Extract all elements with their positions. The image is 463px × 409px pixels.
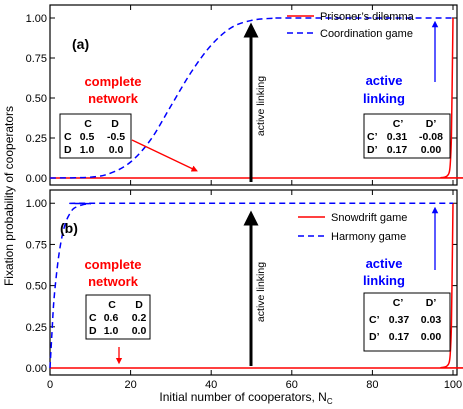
panel-b-payoff-complete: C D C 0.6 0.2 D 1.0 0.0 <box>85 294 151 340</box>
panel-a-y-ticks: 0.00 0.25 0.50 0.75 1.00 <box>26 13 457 185</box>
x-axis-title-main: Initial number of cooperators, N <box>159 390 326 404</box>
panel-b-payoff-active: C’ D’ C’ 0.37 0.03 D’ 0.17 0.00 <box>363 292 451 352</box>
payoff-col-header: C <box>108 299 116 311</box>
panel-a-complete-label-line2: network <box>88 91 139 106</box>
payoff-col-header: D <box>111 118 119 130</box>
payoff-row-header: D’ <box>369 331 380 343</box>
panel-b-complete-label-line2: network <box>88 274 139 289</box>
panel-b: 0.00 0.25 0.50 0.75 1.00 0 20 40 60 80 100 (b) co… <box>26 189 463 391</box>
series-line <box>50 203 463 369</box>
panel-b-series <box>49 202 463 369</box>
y-tick-label: 0.75 <box>26 239 47 251</box>
x-tick-label: 80 <box>366 379 378 391</box>
y-tick-label: 0.50 <box>26 93 47 105</box>
y-tick-label: 0.25 <box>26 322 47 334</box>
payoff-cell: 0.00 <box>421 144 442 156</box>
payoff-cell: 0.0 <box>132 325 147 337</box>
panel-a-payoff-active: C’ D’ C’ 0.31 -0.08 D’ 0.17 0.00 <box>363 113 451 159</box>
panel-a-complete-label-line1: complete <box>84 74 141 89</box>
y-axis-title: Fixation probability of cooperators <box>2 106 16 286</box>
payoff-row-header: D’ <box>367 144 378 156</box>
payoff-row-header: C <box>64 131 72 143</box>
y-tick-label: 1.00 <box>26 13 47 25</box>
legend-entry: Snowdrift game <box>331 212 407 224</box>
panel-b-frame <box>49 189 458 376</box>
panel-a-active-label-line2: linking <box>363 91 405 106</box>
payoff-col-header: C’ <box>393 297 404 309</box>
legend-entry: Coordination game <box>320 28 413 40</box>
panel-a-red-arrow <box>131 139 198 172</box>
payoff-cell: -0.5 <box>107 131 125 143</box>
panel-b-legend: Snowdrift game Harmony game <box>298 212 407 243</box>
panel-a-x-ticks <box>49 5 454 185</box>
legend-entry: Prisoner’s dilemma <box>320 11 415 23</box>
payoff-cell: 0.0 <box>109 144 124 156</box>
y-tick-label: 0.00 <box>26 173 47 185</box>
payoff-cell: 0.37 <box>389 314 410 326</box>
payoff-col-header: C’ <box>393 118 404 130</box>
y-tick-label: 1.00 <box>26 198 47 210</box>
payoff-row-header: D <box>64 144 72 156</box>
payoff-cell: 1.0 <box>104 325 119 337</box>
legend-entry: Harmony game <box>331 231 406 243</box>
panel-a-label: (a) <box>72 36 89 52</box>
y-tick-label: 0.75 <box>26 53 47 65</box>
payoff-col-header: D <box>135 299 143 311</box>
series-line <box>50 17 463 179</box>
payoff-cell: -0.08 <box>419 131 443 143</box>
panel-a-legend: Prisoner’s dilemma Coordination game <box>287 11 415 40</box>
panel-b-arrow-label: active linking <box>255 262 267 322</box>
panel-a-active-label-line1: active <box>366 73 403 88</box>
payoff-cell: 0.03 <box>421 314 442 326</box>
payoff-row-header: C’ <box>369 314 380 326</box>
series-line <box>49 17 453 179</box>
payoff-cell: 0.00 <box>421 331 442 343</box>
payoff-row-header: D <box>89 325 97 337</box>
x-tick-label: 40 <box>205 379 217 391</box>
panel-a-arrow-label: active linking <box>255 76 267 136</box>
panel-b-active-label-line1: active <box>366 256 403 271</box>
payoff-col-header: C <box>84 118 92 130</box>
panel-b-label: (b) <box>60 220 78 236</box>
payoff-cell: 0.2 <box>132 312 147 324</box>
payoff-cell: 0.17 <box>389 331 410 343</box>
y-tick-label: 0.50 <box>26 281 47 293</box>
panel-b-x-ticks: 0 20 40 60 80 100 <box>47 190 462 391</box>
panel-a: 0.00 0.25 0.50 0.75 1.00 (a) complete networ… <box>26 4 463 186</box>
y-tick-label: 0.25 <box>26 133 47 145</box>
y-tick-label: 0.00 <box>26 363 47 375</box>
panel-a-payoff-complete: C D C 0.5 -0.5 D 1.0 0.0 <box>59 113 132 159</box>
x-tick-label: 60 <box>286 379 298 391</box>
payoff-col-header: D’ <box>426 297 437 309</box>
payoff-cell: 0.6 <box>104 312 119 324</box>
panel-b-active-label-line2: linking <box>363 273 405 288</box>
payoff-col-header: D’ <box>426 118 437 130</box>
panel-b-y-ticks: 0.00 0.25 0.50 0.75 1.00 <box>26 198 457 375</box>
payoff-cell: 1.0 <box>80 144 95 156</box>
payoff-row-header: C’ <box>367 131 378 143</box>
x-axis-title: Initial number of cooperators, NC <box>159 390 332 406</box>
x-tick-label: 0 <box>47 379 53 391</box>
payoff-row-header: C <box>89 312 97 324</box>
payoff-cell: 0.31 <box>387 131 408 143</box>
panel-a-frame <box>49 4 458 186</box>
x-axis-title-subscript: C <box>327 397 333 406</box>
payoff-cell: 0.17 <box>387 144 408 156</box>
panel-a-series <box>49 17 463 179</box>
payoff-cell: 0.5 <box>80 131 95 143</box>
x-tick-label: 20 <box>124 379 136 391</box>
x-tick-label: 100 <box>444 379 462 391</box>
panel-b-complete-label-line1: complete <box>84 257 141 272</box>
